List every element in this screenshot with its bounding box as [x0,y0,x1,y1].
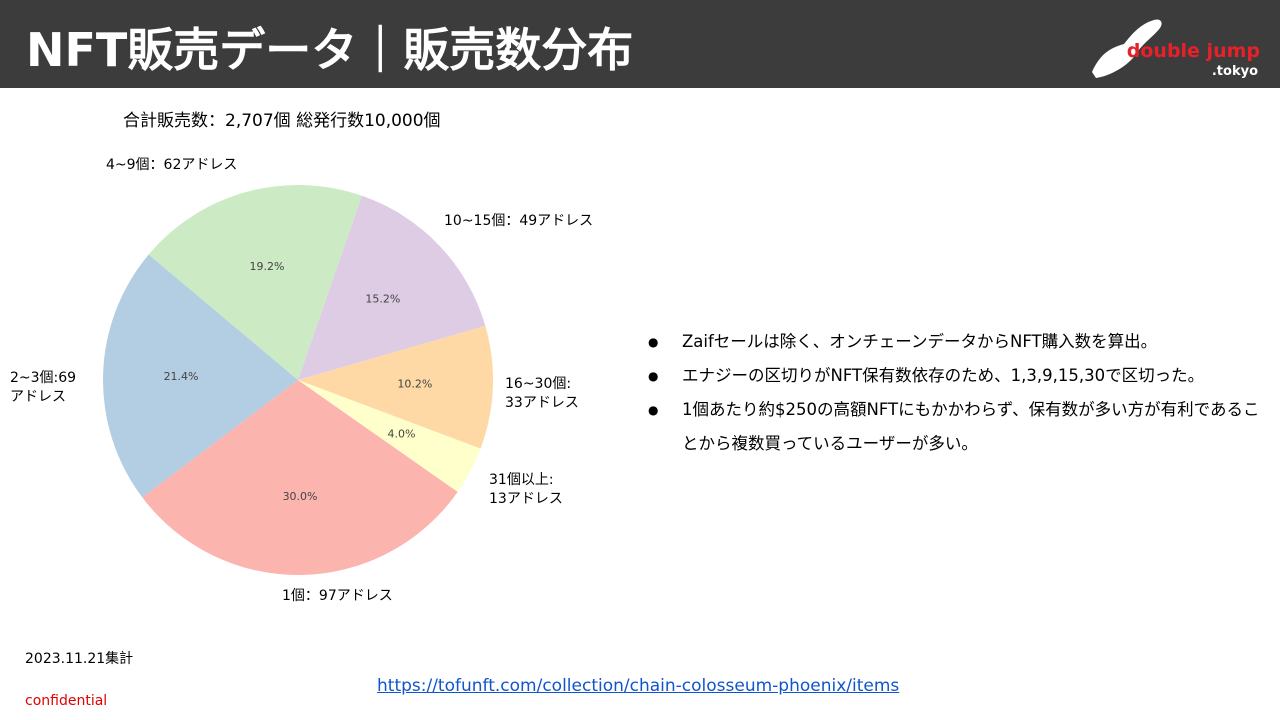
notes: Zaifセールは除く、オンチェーンデータからNFT購入数を算出。エナジーの区切り… [648,325,1268,461]
chart-title: 合計販売数：2,707個 総発行数10,000個 [123,111,441,131]
pie-slice [298,195,486,380]
value-label: 10.2% [397,378,432,391]
note-item: Zaifセールは除く、オンチェーンデータからNFT購入数を算出。 [648,325,1268,359]
slice-label: 10~15個：49アドレス [444,213,594,229]
pie-slice [298,380,481,492]
slice-label: 31個以上: 13アドレス [489,472,563,507]
slice-label: 2~3個:69 アドレス [10,370,77,405]
slice-label: 16~30個: 33アドレス [505,376,579,411]
slide-title: NFT販売データ｜販売数分布 [26,23,634,77]
note-item: 1個あたり約$250の高額NFTにもかかわらず、保有数が多い方が有利であることか… [648,393,1268,461]
logo: double jump .tokyo [1080,14,1260,80]
value-label: 21.4% [164,370,199,383]
value-label: 30.0% [283,490,318,503]
logo-subtext: .tokyo [1211,64,1258,79]
value-label: 4.0% [388,428,416,441]
pie-slice [298,325,494,449]
slice-label: 4~9個：62アドレス [106,157,238,173]
logo-text: double jump [1126,40,1260,62]
pie-chart: 30.0% 21.4% 19.2% 15.2% 10.2% 4.0% [103,184,494,576]
value-label: 15.2% [365,292,400,305]
value-label: 19.2% [249,260,284,273]
source-link[interactable]: https://tofunft.com/collection/chain-col… [377,676,900,696]
logo-brush [1092,19,1162,78]
pie-slice [148,184,363,380]
date: 2023.11.21集計 [25,651,134,667]
pie-slice [142,380,458,576]
note-item: エナジーの区切りがNFT保有数依存のため、1,3,9,15,30で区切った。 [648,359,1268,393]
pie-slice [103,254,298,498]
confidential: confidential [25,693,108,709]
slice-label: 1個：97アドレス [282,588,393,604]
header: NFT販売データ｜販売数分布 double jump .tokyo [0,0,1280,88]
